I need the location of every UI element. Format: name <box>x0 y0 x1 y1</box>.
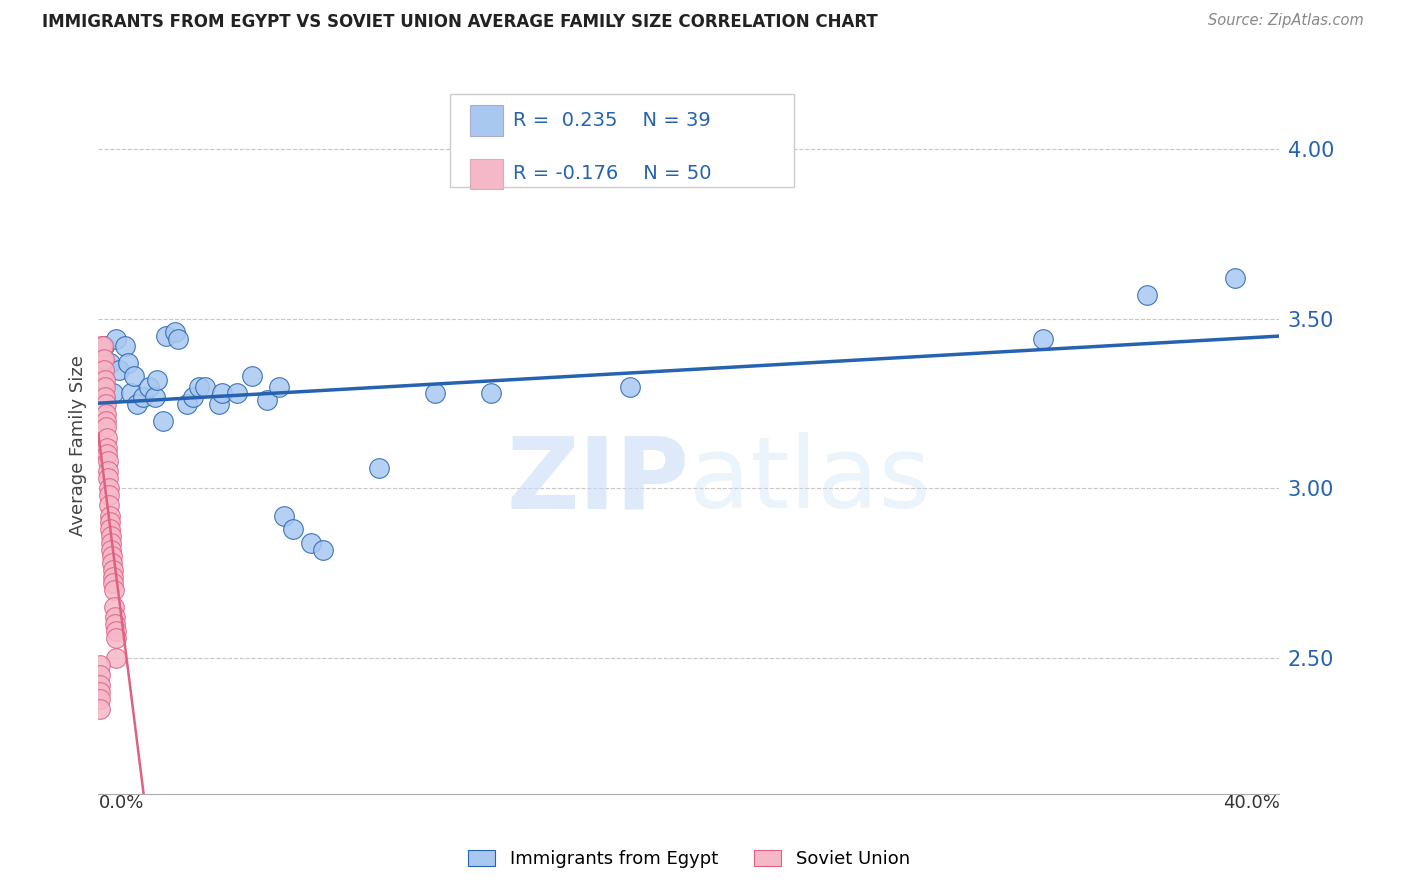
Point <box>1135 288 1157 302</box>
Point <box>94 379 117 393</box>
Text: R = -0.176    N = 50: R = -0.176 N = 50 <box>513 164 711 184</box>
Point <box>103 576 125 591</box>
Point <box>479 386 502 401</box>
Point <box>98 488 121 502</box>
Point <box>143 390 166 404</box>
Point <box>98 356 121 370</box>
Point <box>101 569 124 583</box>
Point <box>100 535 122 549</box>
Point <box>181 390 204 404</box>
Point <box>138 379 160 393</box>
Point <box>96 441 118 455</box>
Point <box>208 396 231 410</box>
Point <box>101 556 124 570</box>
Point <box>90 345 112 359</box>
Point <box>94 407 117 421</box>
Point <box>114 339 136 353</box>
Point <box>89 702 111 716</box>
Point <box>103 386 125 401</box>
Point <box>226 386 249 401</box>
Point <box>240 369 263 384</box>
Point <box>90 339 112 353</box>
Point <box>104 617 127 632</box>
Point <box>89 685 111 699</box>
Point <box>152 413 174 427</box>
Point <box>312 542 335 557</box>
Point <box>93 339 115 353</box>
Point <box>98 499 121 513</box>
Point <box>103 600 125 615</box>
Point <box>256 393 278 408</box>
Text: atlas: atlas <box>689 433 931 529</box>
Point <box>97 465 120 479</box>
Point <box>103 583 125 598</box>
Point <box>100 549 122 564</box>
Point <box>94 390 117 404</box>
Text: IMMIGRANTS FROM EGYPT VS SOVIET UNION AVERAGE FAMILY SIZE CORRELATION CHART: IMMIGRANTS FROM EGYPT VS SOVIET UNION AV… <box>42 13 877 31</box>
Point <box>146 373 169 387</box>
Point <box>90 362 112 376</box>
Point <box>117 356 139 370</box>
Point <box>98 508 121 523</box>
Point <box>96 430 118 444</box>
Point <box>100 542 122 557</box>
Point <box>93 362 115 376</box>
Point <box>104 610 127 624</box>
Point <box>194 379 217 393</box>
Y-axis label: Average Family Size: Average Family Size <box>69 356 87 536</box>
Point <box>91 386 114 401</box>
Text: Source: ZipAtlas.com: Source: ZipAtlas.com <box>1208 13 1364 29</box>
Point <box>1032 332 1054 346</box>
Point <box>1223 271 1246 285</box>
Point <box>89 657 111 672</box>
Point <box>125 396 148 410</box>
Point <box>98 516 121 530</box>
Point <box>91 379 114 393</box>
Point <box>93 339 115 353</box>
Point <box>96 448 118 462</box>
Point <box>100 529 122 543</box>
Text: 40.0%: 40.0% <box>1223 794 1279 812</box>
Point <box>283 522 305 536</box>
Point <box>108 362 131 376</box>
Point <box>122 369 145 384</box>
Point <box>104 624 127 638</box>
Point <box>176 396 198 410</box>
Point <box>273 508 295 523</box>
Point <box>132 390 155 404</box>
Point <box>267 379 290 393</box>
Point <box>89 678 111 692</box>
Point <box>89 668 111 682</box>
Point <box>299 535 322 549</box>
Legend: Immigrants from Egypt, Soviet Union: Immigrants from Egypt, Soviet Union <box>461 843 917 875</box>
Point <box>120 386 142 401</box>
Point <box>211 386 233 401</box>
Point <box>423 386 446 401</box>
Point <box>167 332 190 346</box>
Point <box>91 369 114 384</box>
Point <box>94 396 117 410</box>
Text: R =  0.235    N = 39: R = 0.235 N = 39 <box>513 111 711 130</box>
Point <box>97 454 120 468</box>
Point <box>105 651 128 665</box>
Point <box>105 332 128 346</box>
Point <box>101 563 124 577</box>
Point <box>89 691 111 706</box>
Point <box>165 326 187 340</box>
Point <box>155 328 177 343</box>
Point <box>97 482 120 496</box>
Point <box>98 522 121 536</box>
Point <box>93 352 115 367</box>
Point <box>96 420 118 434</box>
Text: ZIP: ZIP <box>506 433 689 529</box>
Point <box>97 471 120 485</box>
Point <box>619 379 641 393</box>
Point <box>104 631 127 645</box>
Point <box>368 461 391 475</box>
Point <box>187 379 209 393</box>
Point <box>91 352 114 367</box>
Point <box>94 413 117 427</box>
Point <box>93 373 115 387</box>
Text: 0.0%: 0.0% <box>98 794 143 812</box>
